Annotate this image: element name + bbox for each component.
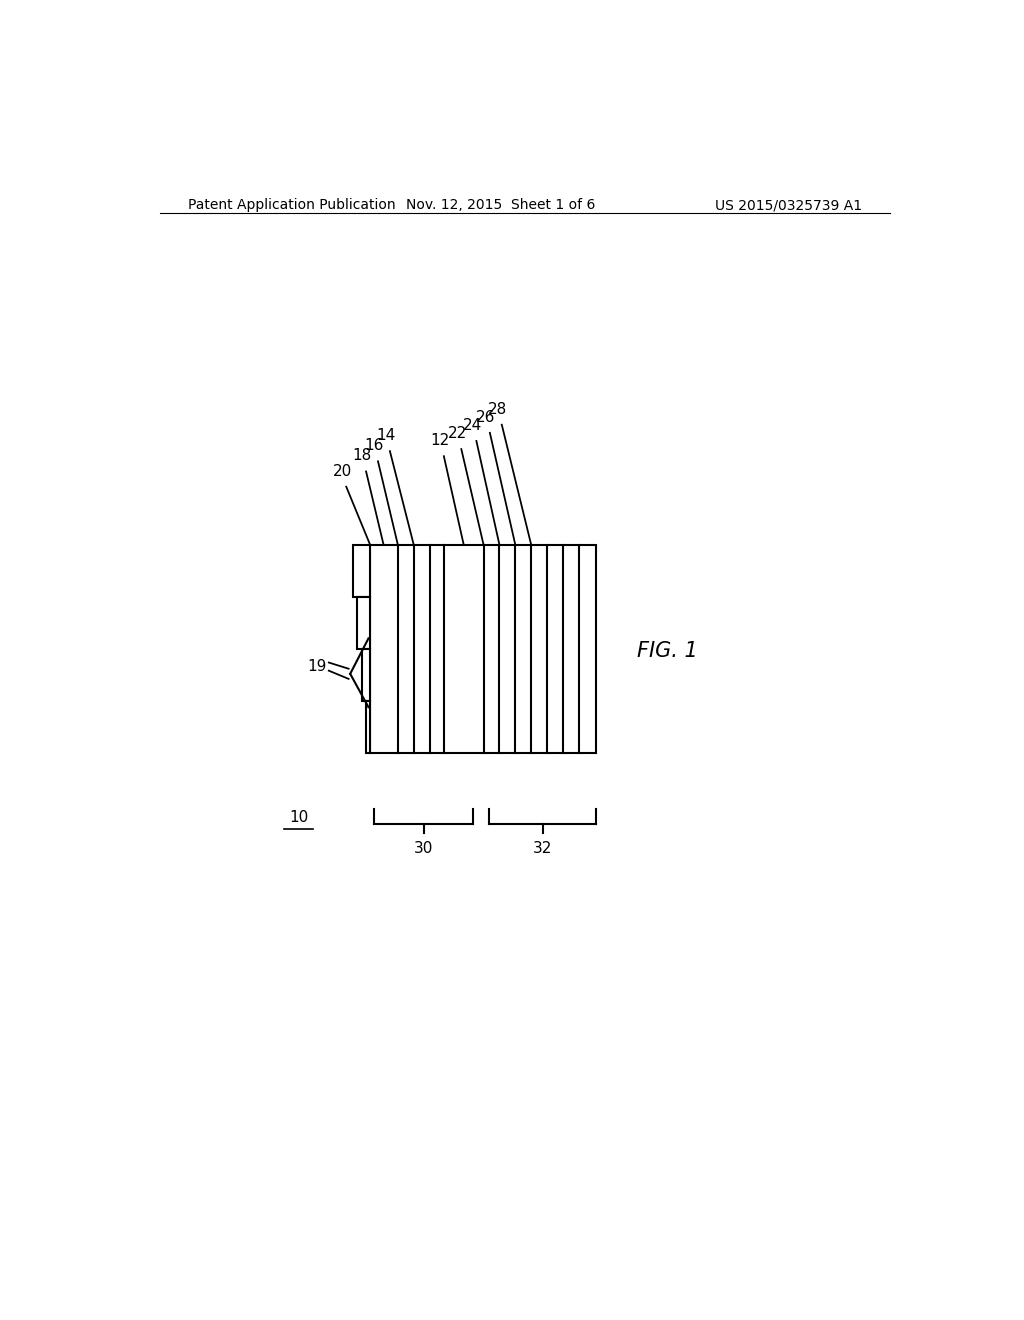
Bar	[352, 545, 370, 597]
Text: 14: 14	[376, 428, 395, 444]
Bar	[370, 545, 596, 752]
Text: 19: 19	[307, 659, 327, 675]
Text: 28: 28	[488, 401, 508, 417]
Text: Nov. 12, 2015  Sheet 1 of 6: Nov. 12, 2015 Sheet 1 of 6	[407, 198, 596, 213]
Text: FIG. 1: FIG. 1	[637, 642, 698, 661]
Text: 16: 16	[365, 438, 384, 453]
Text: 10: 10	[289, 809, 308, 825]
Text: 12: 12	[430, 433, 450, 447]
Bar	[367, 701, 370, 752]
Text: 22: 22	[447, 426, 467, 441]
Bar	[357, 597, 370, 649]
Bar	[362, 649, 370, 701]
Text: 20: 20	[333, 463, 352, 479]
Text: Patent Application Publication: Patent Application Publication	[187, 198, 395, 213]
Text: 32: 32	[532, 841, 552, 857]
Text: 26: 26	[476, 409, 496, 425]
Text: 18: 18	[352, 449, 372, 463]
Text: US 2015/0325739 A1: US 2015/0325739 A1	[715, 198, 862, 213]
Text: 24: 24	[463, 418, 482, 433]
Text: 30: 30	[414, 841, 433, 857]
